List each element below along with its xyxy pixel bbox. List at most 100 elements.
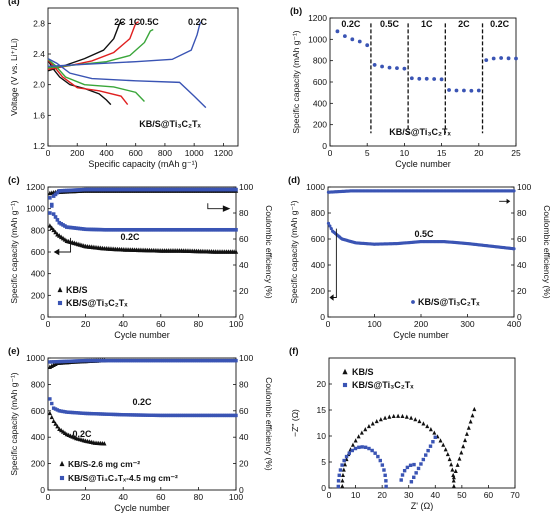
eis-point	[416, 466, 421, 471]
efficiency-point	[91, 187, 95, 192]
capacity-point	[151, 227, 156, 232]
eis-point	[428, 444, 433, 448]
capacity-point	[121, 413, 125, 417]
capacity-point	[168, 413, 172, 418]
efficiency-point	[74, 188, 78, 192]
eis-point	[468, 419, 473, 424]
x-tick-label: 40	[118, 319, 128, 329]
y-tick-label: 0	[320, 312, 325, 322]
y2-axis-label: Coulombic efficiency (%)	[542, 205, 552, 299]
efficiency-point	[57, 189, 62, 193]
efficiency-point	[211, 187, 216, 192]
capacity-point	[127, 227, 131, 232]
efficiency-point	[117, 358, 122, 363]
eis-point	[399, 478, 403, 482]
capacity-point	[57, 409, 61, 413]
eis-point	[396, 413, 401, 418]
data-point	[514, 56, 518, 61]
capacity-point	[191, 413, 195, 418]
y2-tick-label: 0	[239, 485, 244, 495]
y-tick-label: 2.8	[33, 18, 45, 28]
capacity-point	[222, 227, 227, 232]
rate-label: 0.5C	[380, 19, 400, 29]
efficiency-point	[232, 187, 236, 192]
efficiency-point	[168, 187, 172, 192]
capacity-point	[329, 226, 333, 231]
eis-point	[378, 417, 383, 422]
eis-point	[404, 414, 409, 419]
eis-point	[341, 467, 346, 472]
capacity-point	[174, 413, 178, 418]
x-axis-label: Cycle number	[114, 330, 170, 340]
legend-marker	[59, 460, 65, 467]
y2-tick-label: 0	[239, 312, 244, 322]
capacity-point	[115, 412, 120, 417]
eis-point	[451, 475, 456, 480]
capacity-point	[47, 410, 52, 416]
efficiency-point	[108, 187, 112, 192]
efficiency-point	[119, 358, 124, 363]
series-label: 2C	[114, 17, 126, 27]
efficiency-point	[219, 187, 223, 192]
x-tick-label: 0	[46, 492, 51, 502]
capacity-point	[61, 409, 65, 414]
efficiency-point	[65, 359, 69, 364]
x-axis-label: Specific capacity (mAh g⁻¹)	[88, 159, 197, 169]
capacity-point	[47, 223, 53, 228]
x-tick-label: 300	[460, 319, 474, 329]
capacity-point	[204, 413, 208, 418]
efficiency-point	[157, 358, 161, 363]
capacity-point	[233, 249, 239, 254]
efficiency-point	[190, 187, 195, 192]
y-axis-label: Specific capacity (mAh g⁻¹)	[9, 200, 19, 303]
y-tick-label: 400	[31, 432, 45, 442]
capacity-point	[176, 413, 180, 418]
panel-label: (b)	[290, 6, 302, 17]
y-tick-label: 600	[311, 234, 325, 244]
efficiency-point	[196, 187, 201, 192]
data-point	[335, 29, 340, 34]
x-tick-label: 30	[404, 490, 414, 500]
capacity-point	[192, 227, 197, 232]
x-tick-label: 400	[507, 319, 521, 329]
capacity-point	[51, 418, 56, 424]
efficiency-point	[48, 211, 52, 215]
efficiency-point	[113, 187, 118, 192]
y-tick-label: 0	[40, 312, 45, 322]
capacity-point	[151, 413, 155, 417]
data-point	[357, 39, 362, 44]
capacity-point	[219, 227, 223, 232]
eis-point	[360, 445, 364, 449]
capacity-point	[202, 227, 206, 232]
efficiency-point	[168, 358, 172, 363]
capacity-point	[144, 413, 148, 417]
efficiency-point	[157, 187, 161, 192]
efficiency-point	[100, 358, 105, 363]
capacity-point	[102, 227, 107, 232]
efficiency-point	[192, 187, 197, 192]
efficiency-point	[160, 358, 165, 363]
capacity-point	[112, 412, 116, 417]
capacity-point	[49, 414, 54, 420]
efficiency-point	[230, 187, 235, 192]
efficiency-point	[198, 187, 203, 192]
data-point	[499, 56, 504, 60]
capacity-point	[78, 411, 82, 415]
efficiency-point	[206, 358, 210, 363]
capacity-point	[215, 227, 219, 232]
efficiency-point	[138, 358, 142, 363]
x-tick-label: 20	[81, 492, 91, 502]
efficiency-point	[55, 190, 60, 195]
efficiency-point	[140, 358, 144, 363]
capacity-point	[183, 227, 188, 232]
y-tick-label: 20	[317, 379, 327, 389]
data-point	[506, 56, 511, 61]
data-point	[439, 77, 444, 82]
efficiency-point	[183, 358, 187, 363]
capacity-point	[226, 227, 231, 232]
efficiency-point	[104, 358, 108, 363]
capacity-point	[51, 212, 56, 216]
legend-marker	[57, 300, 63, 306]
capacity-point	[234, 413, 238, 418]
